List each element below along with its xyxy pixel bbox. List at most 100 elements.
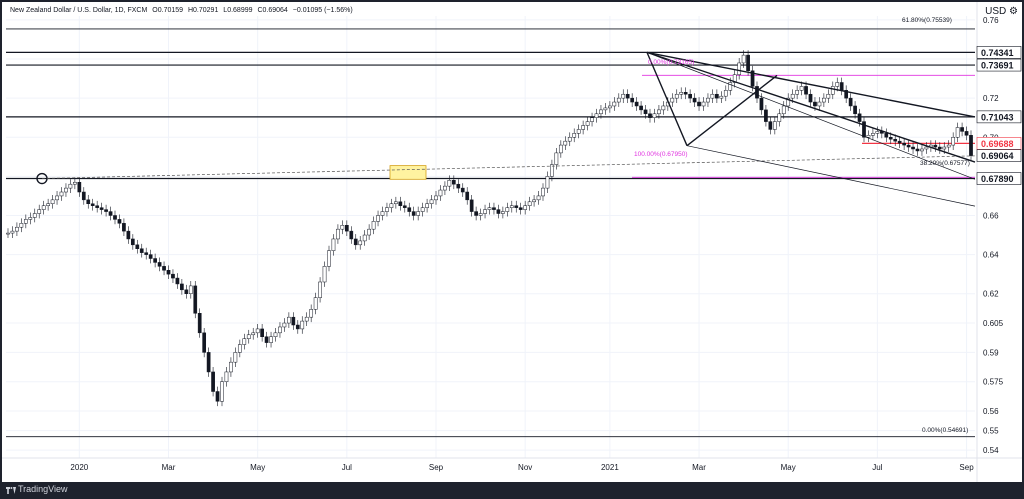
candle-body: [344, 225, 349, 232]
price-axis[interactable]: 0.54 0.55 0.56 0.575 0.59 0.605 0.62 0.64 0.66 0.…: [976, 2, 1004, 482]
candle-body: [741, 54, 746, 64]
candle-body: [969, 135, 973, 156]
y-tick-label: 0.62: [983, 290, 999, 299]
candle-body: [634, 101, 639, 107]
candle-body: [398, 201, 403, 206]
candle-body: [483, 209, 487, 214]
candle-body: [764, 109, 768, 122]
candle-body: [429, 199, 434, 205]
highlight-zone: [389, 165, 427, 180]
x-tick-label: Mar: [692, 463, 706, 472]
candle-body: [772, 121, 777, 130]
candle-body: [340, 225, 345, 230]
y-tick-label: 0.56: [983, 407, 999, 416]
candle-body: [41, 205, 46, 210]
candle-body: [576, 129, 581, 134]
candle-body: [287, 316, 291, 324]
candle-body: [122, 223, 126, 232]
trend-line: [686, 145, 976, 207]
candle-body: [688, 93, 692, 99]
price-tag: 0.69688: [976, 137, 1022, 150]
candle-body: [661, 105, 666, 111]
currency-label[interactable]: USD: [985, 6, 1007, 17]
price-tag: 0.67890: [976, 172, 1022, 185]
candle-body: [844, 90, 849, 99]
candle-body: [781, 105, 786, 115]
trend-line: [646, 52, 976, 180]
candle-body: [50, 199, 55, 205]
candle-body: [73, 181, 77, 185]
price-tag-box: [976, 110, 1022, 124]
candle-body: [336, 228, 340, 240]
candle-body: [367, 228, 371, 236]
candle-body: [715, 93, 719, 99]
y-tick-label: 0.66: [983, 211, 999, 220]
candle-body: [960, 127, 964, 132]
gear-icon[interactable]: ⚙: [1009, 6, 1018, 17]
candle-body: [937, 146, 942, 150]
highlight-rect: [389, 165, 427, 180]
candle-body: [875, 131, 880, 134]
brand-name[interactable]: TradingView: [18, 484, 68, 494]
candle-body: [246, 334, 251, 339]
candle-body: [799, 86, 804, 91]
candle-body: [648, 113, 652, 118]
price-chart[interactable]: 61.80%(0.75539) 0.00%(0.73165) 100.00%(0.6…: [2, 2, 1022, 482]
candle-body: [269, 336, 273, 343]
candle-body: [144, 252, 149, 255]
symbol-title[interactable]: New Zealand Dollar / U.S. Dollar, 1D, FX…: [10, 7, 148, 14]
candle-body: [759, 97, 764, 111]
candle-body: [465, 191, 470, 201]
candle-body: [853, 105, 857, 115]
candle-body: [554, 152, 559, 165]
ohlc-high: H0.70291: [187, 7, 219, 14]
candle-body: [456, 183, 461, 189]
candle-body: [518, 207, 523, 210]
price-labels: 0.74341 0.73691 0.71043 0.69688 0.69064 0.678…: [976, 46, 1022, 185]
candle-body: [942, 146, 947, 150]
candle-body: [585, 121, 590, 126]
candle-body: [848, 97, 853, 107]
candle-body: [113, 215, 117, 220]
candle-body: [86, 199, 91, 205]
candle-body: [95, 205, 100, 208]
candle-body: [746, 54, 750, 72]
candle-body: [37, 209, 42, 214]
candle-body: [295, 324, 300, 330]
price-tag: 0.73691: [976, 58, 1022, 72]
candle-body: [402, 205, 407, 208]
candle-body: [32, 213, 37, 218]
price-tag-label: 0.73691: [981, 61, 1014, 71]
candle-body: [723, 90, 728, 97]
candle-body: [862, 121, 866, 138]
candle-body: [625, 93, 630, 99]
candle-body: [835, 82, 840, 87]
candle-body: [220, 381, 224, 402]
candle-body: [242, 338, 247, 345]
candle-body: [501, 211, 505, 214]
fib-label: 0.00%(0.54691): [922, 427, 968, 434]
candle-body: [126, 230, 131, 240]
candle-body: [349, 230, 354, 240]
candle-body: [300, 320, 305, 330]
price-tag-label: 0.74341: [981, 48, 1014, 58]
candle-body: [206, 352, 211, 373]
candle-body: [394, 201, 398, 205]
x-tick-label: 2021: [601, 463, 619, 472]
price-tag: 0.71043: [976, 110, 1022, 124]
candle-body: [224, 371, 229, 382]
trend-line: [646, 51, 976, 118]
trend-line: [686, 74, 778, 147]
candle-body: [603, 107, 608, 111]
candle-body: [955, 127, 960, 138]
candle-body: [946, 144, 951, 148]
time-axis[interactable]: 2020 Mar May Jul Sep Nov 2021 Mar May Jul Sep: [2, 457, 1022, 472]
candle-body: [273, 332, 278, 337]
candle-body: [99, 207, 104, 210]
candle-body: [795, 90, 799, 95]
candle-body: [563, 140, 568, 146]
candle-body: [790, 93, 795, 99]
ohlc-open: O0.70159: [152, 7, 184, 14]
candle-body: [492, 207, 496, 210]
candle-body: [679, 92, 684, 95]
